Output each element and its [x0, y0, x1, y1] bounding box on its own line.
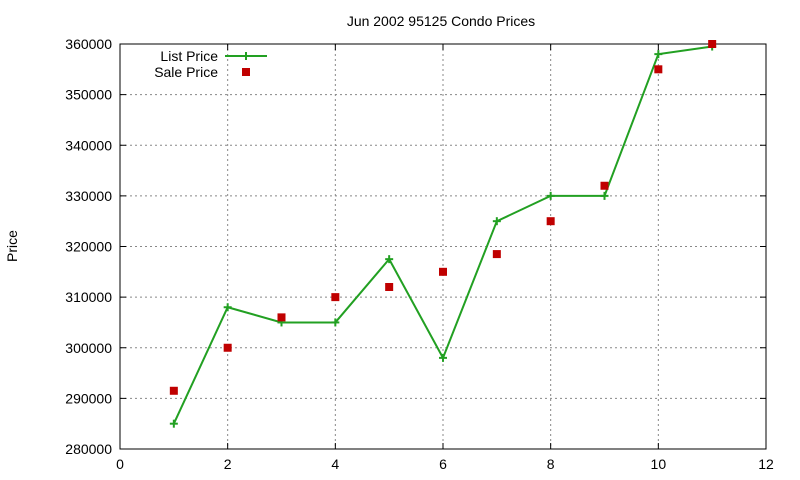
x-tick-label: 8: [547, 456, 555, 472]
y-tick-label: 340000: [65, 137, 112, 153]
legend-label: Sale Price: [154, 64, 218, 80]
data-point: [600, 191, 609, 200]
y-tick-label: 280000: [65, 441, 112, 457]
y-tick-label: 300000: [65, 340, 112, 356]
legend-label: List Price: [160, 48, 218, 64]
x-tick-label: 2: [224, 456, 232, 472]
plot-frame: [119, 43, 767, 450]
chart-title: Jun 2002 95125 Condo Prices: [347, 13, 535, 29]
data-point: [439, 267, 447, 276]
y-tick-label: 350000: [65, 87, 112, 103]
axes: 0 2 4 6 8 10 12 280000 290000 300000 310000 320000 3…: [65, 36, 774, 472]
data-point: [439, 353, 447, 362]
data-point: [492, 217, 501, 226]
y-tick-label: 290000: [65, 390, 112, 406]
y-tick-label: 330000: [65, 188, 112, 204]
data-point: [277, 313, 286, 322]
data-point: [223, 303, 232, 312]
x-tick-label: 6: [439, 456, 447, 472]
x-tick-label: 0: [116, 456, 124, 472]
legend-marker: [242, 52, 250, 60]
data-point: [169, 386, 178, 395]
data-point: [546, 191, 555, 200]
data-point: [223, 343, 232, 352]
data-point: [654, 65, 663, 74]
grid: [120, 44, 766, 449]
y-axis-label: Price: [4, 230, 20, 262]
series-list-price: [169, 42, 717, 428]
data-point: [331, 293, 340, 302]
data-point: [492, 250, 501, 259]
y-tick-label: 310000: [65, 289, 112, 305]
data-point: [331, 318, 340, 327]
x-tick-label: 12: [758, 456, 774, 472]
x-tick-label: 4: [331, 456, 339, 472]
data-point: [600, 181, 609, 190]
x-tick-label: 10: [651, 456, 667, 472]
data-point: [169, 419, 178, 428]
data-point: [654, 50, 663, 59]
series: [169, 40, 717, 428]
y-tick-label: 320000: [65, 239, 112, 255]
data-point: [708, 40, 717, 48]
data-point: [546, 217, 555, 226]
legend-marker: [242, 68, 250, 76]
y-tick-label: 360000: [65, 36, 112, 52]
data-point: [385, 283, 394, 291]
series-sale-price: [169, 40, 717, 395]
data-point: [385, 255, 394, 264]
